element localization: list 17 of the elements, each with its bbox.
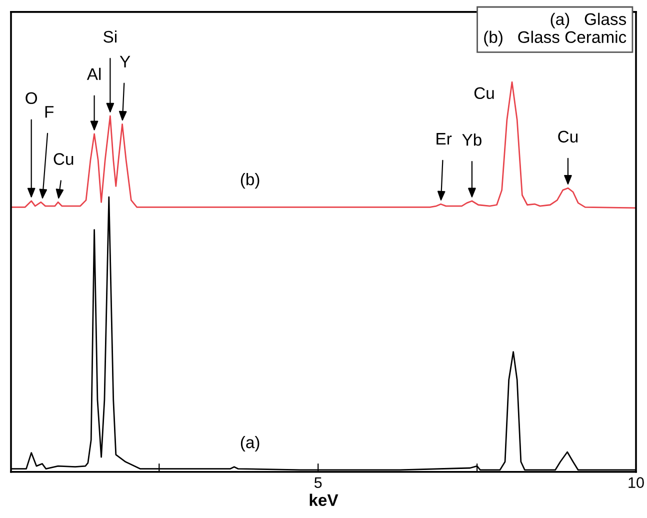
x-tick-label: 10 bbox=[628, 477, 644, 488]
text: (a) Glass bbox=[550, 12, 626, 28]
annotation: O bbox=[26, 92, 38, 104]
x-axis-title: keV bbox=[310, 494, 338, 506]
annotation: (a) bbox=[240, 436, 260, 452]
annotation: Al bbox=[86, 68, 101, 80]
annotation: Cu bbox=[558, 130, 578, 143]
annotation: F bbox=[45, 106, 54, 118]
annotation: Yb bbox=[462, 133, 482, 146]
annotation: Cu bbox=[474, 87, 494, 100]
annotation: Y bbox=[120, 56, 130, 68]
annotation: Er bbox=[436, 133, 452, 145]
annotation: Cu bbox=[54, 153, 74, 165]
x-tick-label: 5 bbox=[314, 477, 322, 488]
text: (b) Glass Ceramic bbox=[484, 30, 626, 46]
annotation: (b) bbox=[240, 173, 260, 189]
annotation: Si bbox=[104, 30, 116, 43]
